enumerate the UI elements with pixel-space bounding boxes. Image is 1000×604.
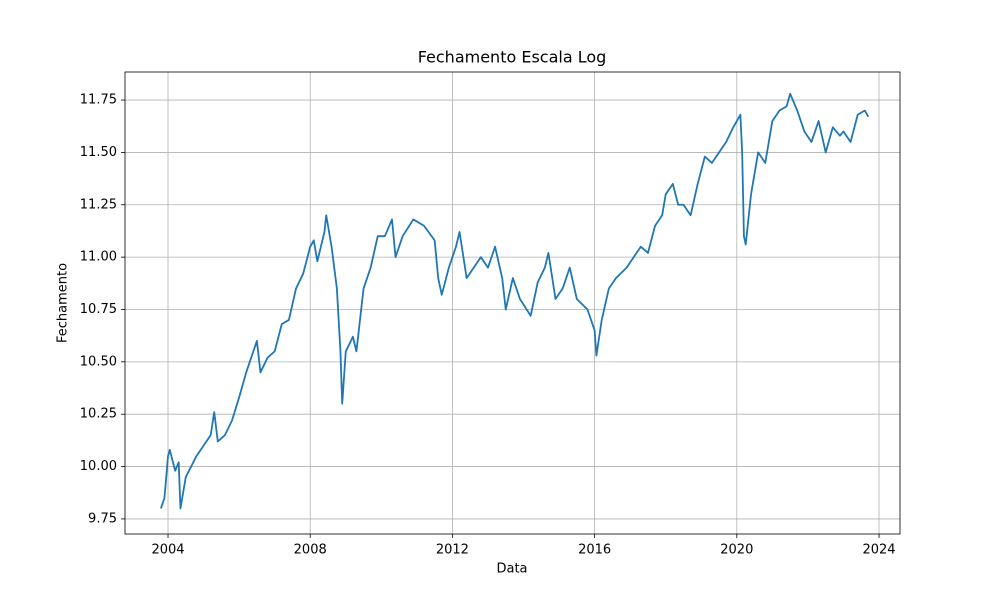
y-tick-label: 10.25: [80, 407, 117, 422]
x-axis-label: Data: [496, 562, 527, 577]
y-axis-label: Fechamento: [56, 263, 71, 343]
y-tick-label: 9.75: [88, 511, 117, 526]
y-tick-label: 10.00: [80, 459, 117, 474]
x-tick-label: 2004: [151, 543, 184, 558]
y-tick-label: 10.50: [80, 354, 117, 369]
x-tick-label: 2020: [720, 543, 753, 558]
plot-area: 9.75 10.00 10.25 10.50 10.75 11.00 11.25 11.50 1…: [80, 72, 900, 558]
y-tick-label: 11.25: [80, 197, 117, 212]
x-tick-label: 2024: [862, 543, 895, 558]
chart-title: Fechamento Escala Log: [418, 48, 607, 67]
y-tick-label: 10.75: [80, 302, 117, 317]
plot-frame: [124, 71, 901, 535]
x-tick-label: 2008: [294, 543, 327, 558]
data-line: [160, 92, 870, 510]
x-tick-label: 2012: [436, 543, 469, 558]
y-tick-label: 11.50: [80, 145, 117, 160]
x-tick-label: 2016: [578, 543, 611, 558]
y-tick-label: 11.75: [80, 93, 117, 108]
y-tick-label: 11.00: [80, 250, 117, 265]
